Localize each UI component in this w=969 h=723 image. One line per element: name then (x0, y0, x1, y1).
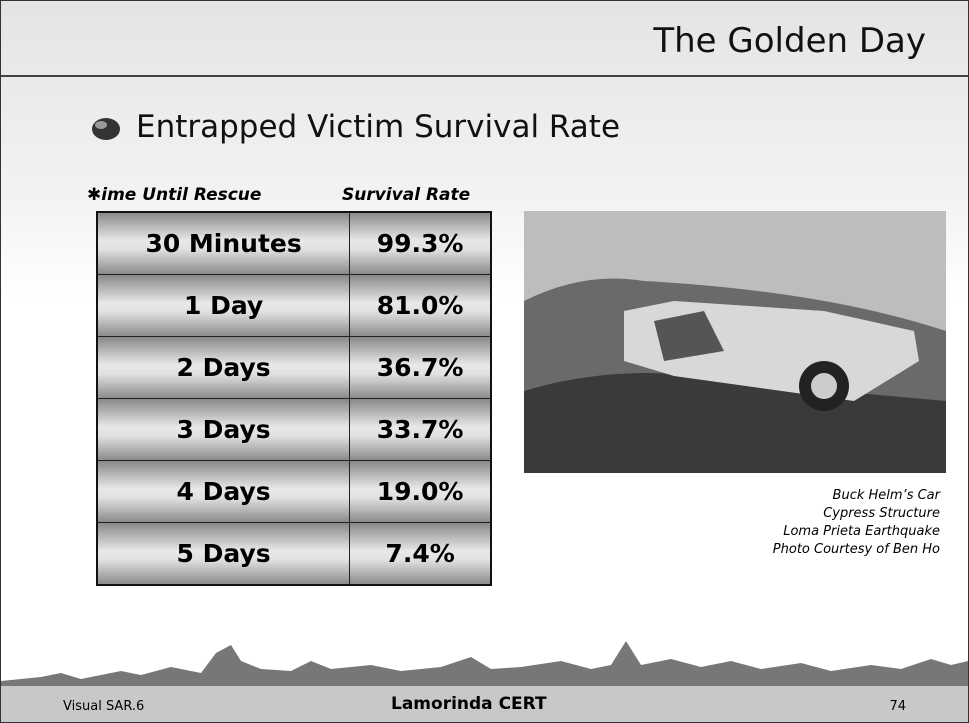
slide-title: The Golden Day (653, 21, 926, 61)
table-cell: 7.4% (350, 523, 491, 586)
table-cell: 30 Minutes (97, 212, 350, 275)
table-cell: 1 Day (97, 275, 350, 337)
table-cell: 5 Days (97, 523, 350, 586)
caption-line: Loma Prieta Earthquake (773, 523, 940, 541)
table-cell: 3 Days (97, 399, 350, 461)
table-cell: 81.0% (350, 275, 491, 337)
table-cell: 33.7% (350, 399, 491, 461)
table-cell: 4 Days (97, 461, 350, 523)
table-cell: 2 Days (97, 337, 350, 399)
footer-center: Lamorinda CERT (391, 694, 547, 714)
caption-line: Buck Helm’s Car (773, 487, 940, 505)
footer-left: Visual SAR.6 (63, 699, 144, 714)
title-rule (1, 75, 968, 77)
photo (524, 211, 946, 473)
bullet-icon (89, 114, 125, 144)
page-number: 74 (889, 699, 906, 714)
heading: Entrapped Victim Survival Rate (136, 109, 620, 145)
table-cell: 99.3% (350, 212, 491, 275)
table-cell: 36.7% (350, 337, 491, 399)
column-header: Survival Rate (342, 185, 470, 205)
caption-line: Cypress Structure (773, 505, 940, 523)
footer: Visual SAR.6 Lamorinda CERT 74 (1, 686, 968, 722)
skyline (1, 631, 968, 687)
table-cell: 19.0% (350, 461, 491, 523)
caption-line: Photo Courtesy of Ben Ho (773, 541, 940, 559)
slide: The Golden Day Entrapped Victim Survival… (0, 0, 969, 723)
column-header: ✱ime Until Rescue (87, 185, 261, 205)
